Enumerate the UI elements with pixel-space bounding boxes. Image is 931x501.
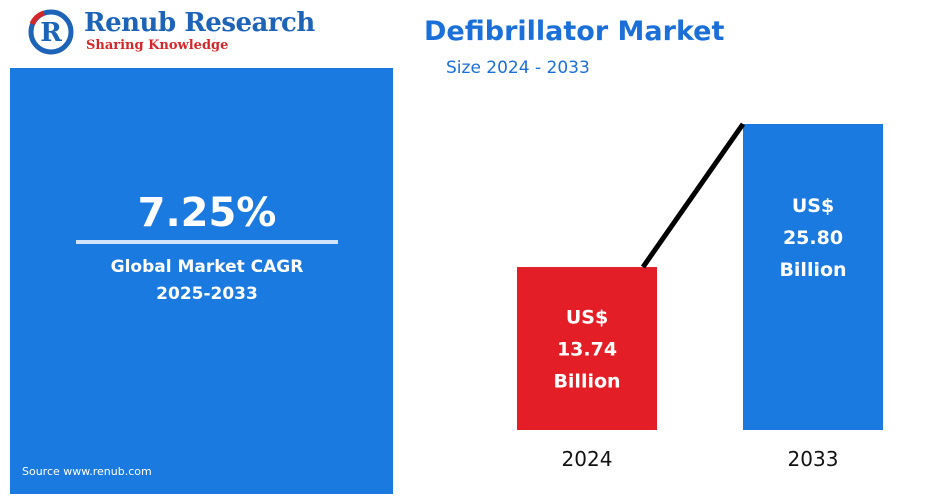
- cagr-label-line1: Global Market CAGR: [110, 257, 304, 277]
- bar-value-label-2033: 25.80: [783, 227, 843, 249]
- cagr-divider: [76, 240, 338, 244]
- x-tick-label-2024: 2024: [562, 447, 613, 471]
- logo-tagline: Sharing Knowledge: [86, 38, 229, 53]
- renub-research-logo: R Renub Research Sharing Knowledge: [24, 6, 315, 56]
- bar-value-label-2033: Billion: [779, 259, 846, 281]
- logo-name: Renub Research: [84, 8, 315, 38]
- bar-value-label-2033: US$: [792, 195, 834, 217]
- cagr-label-line2: 2025-2033: [156, 284, 258, 304]
- renub-logo-icon: R: [28, 9, 74, 55]
- bar-2033: [743, 124, 883, 430]
- source-note: Source www.renub.com: [22, 465, 152, 478]
- bar-value-label-2024: US$: [566, 307, 608, 329]
- cagr-label: Global Market CAGR 2025-2033: [10, 254, 404, 308]
- bar-2024: [517, 267, 657, 430]
- chart-title: Defibrillator Market: [424, 16, 725, 47]
- chart-subtitle: Size 2024 - 2033: [446, 58, 590, 78]
- bar-value-label-2024: Billion: [553, 371, 620, 393]
- cagr-panel: 7.25% Global Market CAGR 2025-2033 Sourc…: [10, 68, 393, 494]
- svg-text:R: R: [40, 18, 62, 48]
- bar-value-label-2024: 13.74: [557, 339, 617, 361]
- x-tick-label-2033: 2033: [788, 447, 839, 471]
- trend-line: [640, 122, 746, 269]
- cagr-value: 7.25%: [137, 190, 277, 236]
